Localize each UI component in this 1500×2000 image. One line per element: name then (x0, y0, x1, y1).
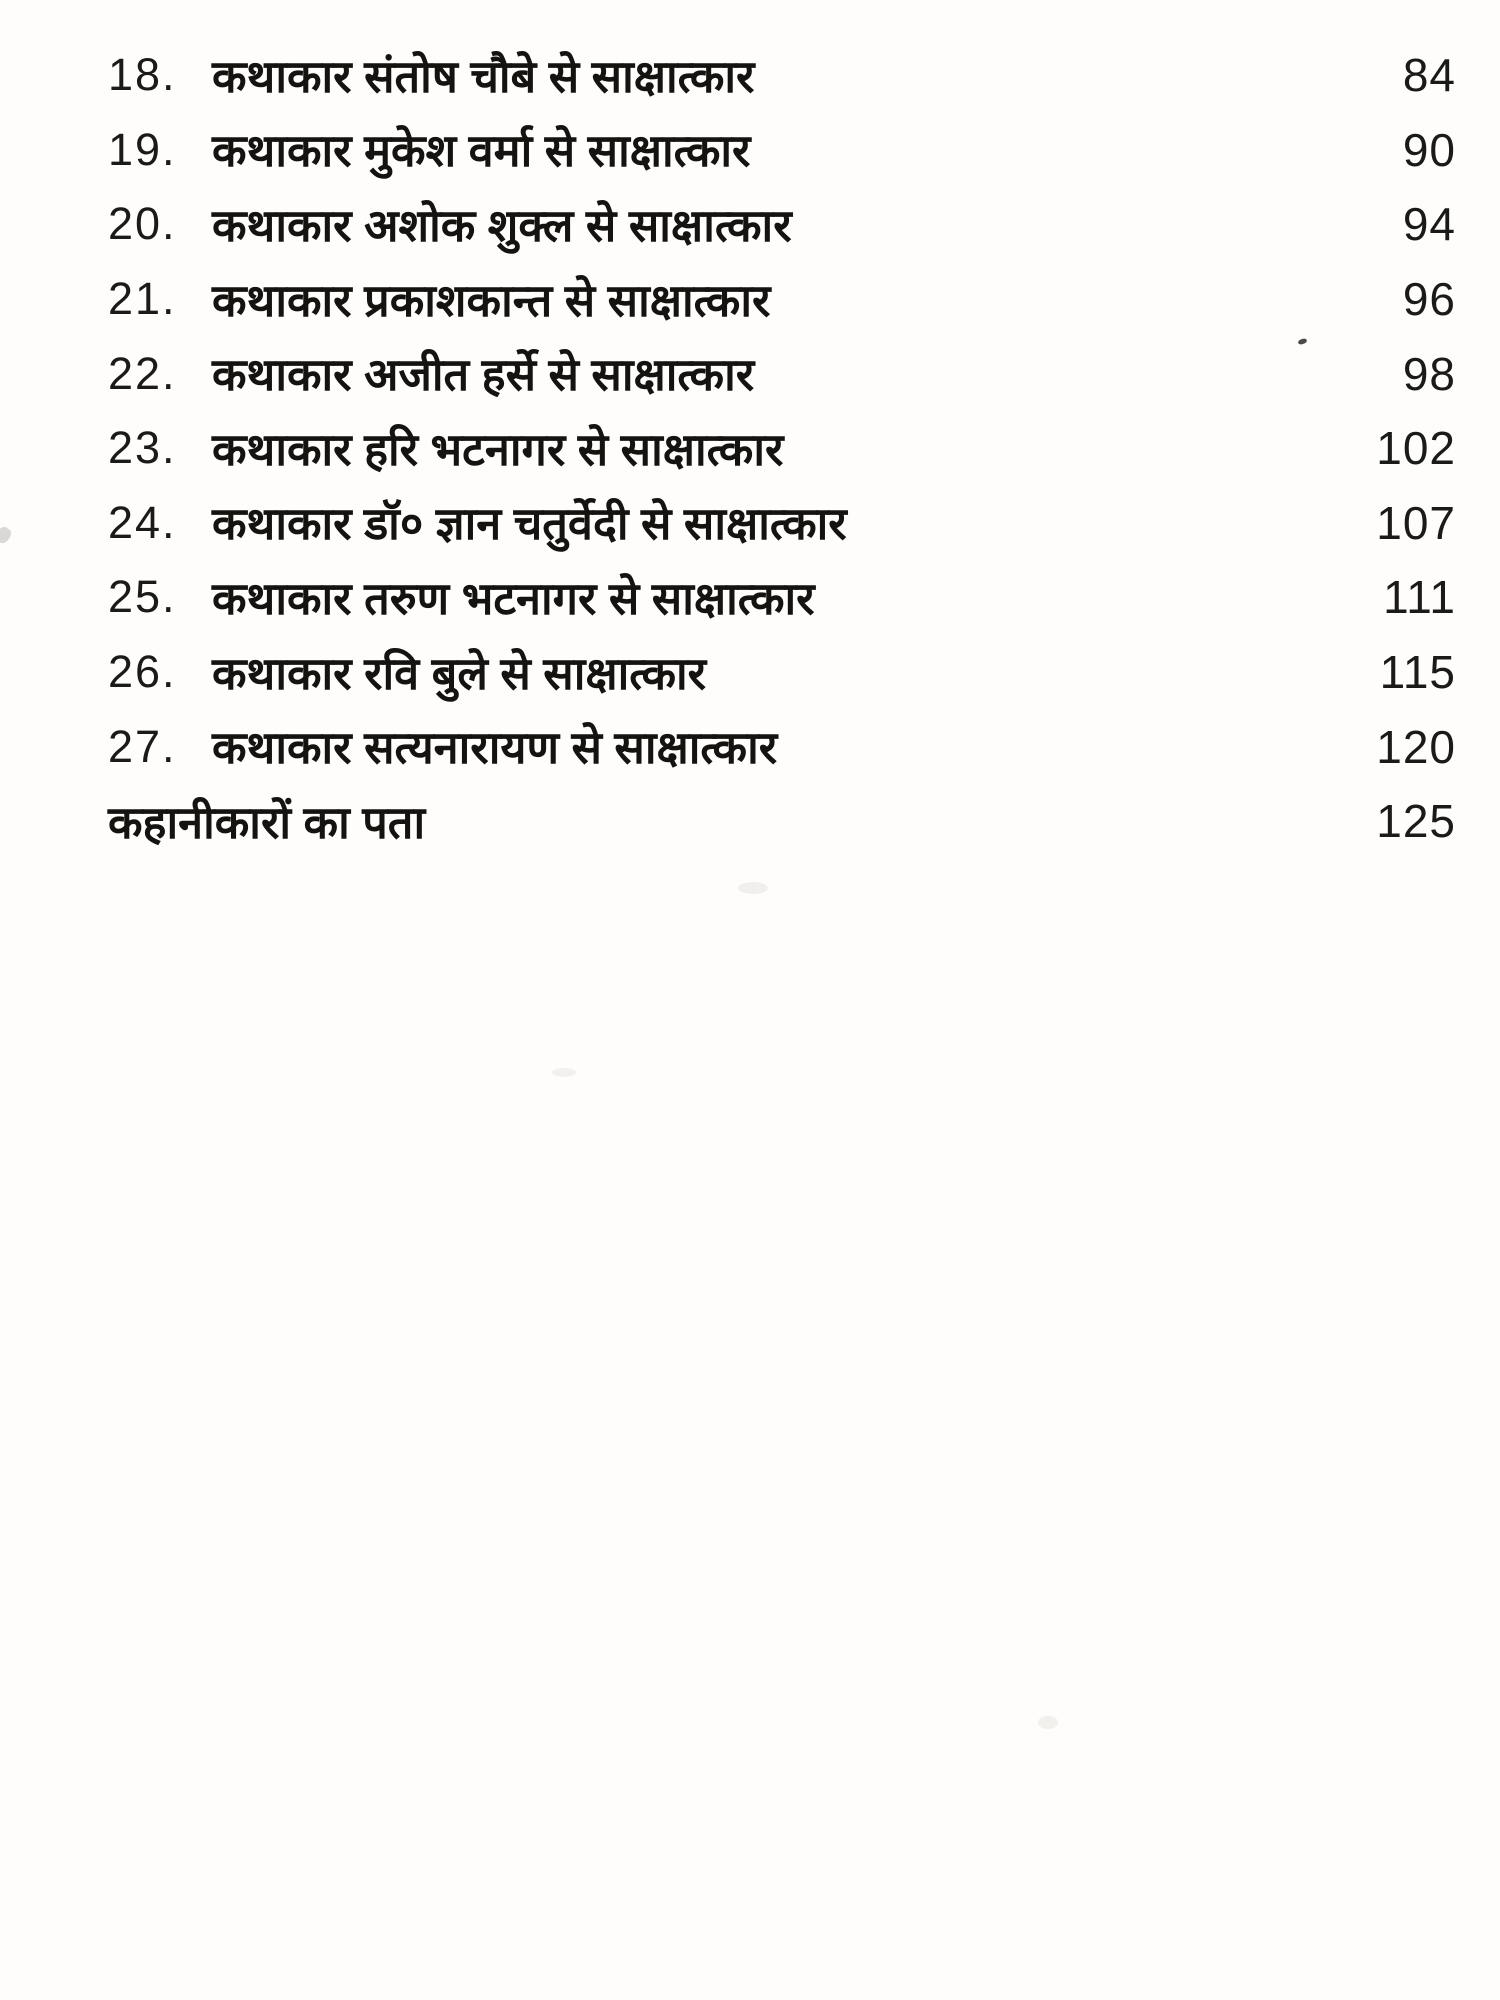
toc-row: 24. कथाकार डॉ० ज्ञान चतुर्वेदी से साक्षा… (0, 486, 1500, 561)
toc-entry-title: कथाकार मुकेश वर्मा से साक्षात्कार (212, 125, 751, 177)
toc-entry-page: 94 (1402, 198, 1456, 251)
toc-entry-title: कथाकार हरि भटनागर से साक्षात्कार (212, 423, 784, 475)
toc-list: 18. कथाकार संतोष चौबे से साक्षात्कार 84 … (0, 38, 1500, 859)
toc-row: 18. कथाकार संतोष चौबे से साक्षात्कार 84 (0, 38, 1500, 113)
toc-entry-page: 90 (1402, 123, 1456, 176)
toc-entry-number: 24. (108, 496, 177, 548)
toc-entry-number: 22. (108, 347, 177, 399)
toc-entry-number: 18. (108, 49, 177, 101)
toc-entry-title: कहानीकारों का पता (108, 796, 426, 848)
toc-entry-number: 27. (108, 720, 177, 772)
toc-entry-page: 107 (1376, 496, 1456, 549)
toc-entry-title: कथाकार सत्यनारायण से साक्षात्कार (212, 722, 778, 774)
toc-row: 19. कथाकार मुकेश वर्मा से साक्षात्कार 90 (0, 113, 1500, 188)
toc-entry-page: 115 (1379, 646, 1456, 699)
scan-speck (738, 882, 768, 894)
toc-entry-page: 98 (1402, 347, 1456, 400)
toc-row: 27. कथाकार सत्यनारायण से साक्षात्कार 120 (0, 709, 1500, 784)
toc-entry-title: कथाकार प्रकाशकान्त से साक्षात्कार (212, 274, 771, 326)
toc-entry-page: 120 (1376, 720, 1456, 773)
toc-entry-title: कथाकार तरुण भटनागर से साक्षात्कार (212, 572, 815, 624)
toc-row: 23. कथाकार हरि भटनागर से साक्षात्कार 102 (0, 411, 1500, 486)
toc-entry-number: 21. (108, 273, 177, 325)
toc-entry-page: 96 (1402, 273, 1456, 326)
toc-entry-title: कथाकार रवि बुले से साक्षात्कार (212, 647, 707, 699)
toc-entry-number: 23. (108, 422, 177, 474)
toc-entry-page: 111 (1383, 571, 1456, 624)
toc-entry-title: कथाकार अशोक शुक्ल से साक्षात्कार (212, 199, 792, 251)
toc-entry-page: 84 (1402, 49, 1456, 102)
toc-row: 21. कथाकार प्रकाशकान्त से साक्षात्कार 96 (0, 262, 1500, 337)
toc-entry-title: कथाकार संतोष चौबे से साक्षात्कार (212, 50, 755, 102)
toc-entry-number: 19. (108, 123, 177, 175)
toc-row: 26. कथाकार रवि बुले से साक्षात्कार 115 (0, 635, 1500, 710)
scan-speck (552, 1068, 576, 1077)
toc-entry-number: 26. (108, 646, 177, 698)
toc-entry-page: 125 (1376, 795, 1456, 848)
scan-speck (1038, 1716, 1058, 1729)
toc-entry-number: 25. (108, 571, 177, 623)
toc-entry-page: 102 (1376, 422, 1456, 475)
toc-row: 25. कथाकार तरुण भटनागर से साक्षात्कार 11… (0, 560, 1500, 635)
toc-row: 22. कथाकार अजीत हर्से से साक्षात्कार 98 (0, 336, 1500, 411)
toc-entry-number: 20. (108, 198, 177, 250)
toc-row: कहानीकारों का पता 125 (0, 784, 1500, 859)
toc-row: 20. कथाकार अशोक शुक्ल से साक्षात्कार 94 (0, 187, 1500, 262)
toc-entry-title: कथाकार डॉ० ज्ञान चतुर्वेदी से साक्षात्का… (212, 498, 847, 550)
toc-entry-title: कथाकार अजीत हर्से से साक्षात्कार (212, 349, 755, 401)
